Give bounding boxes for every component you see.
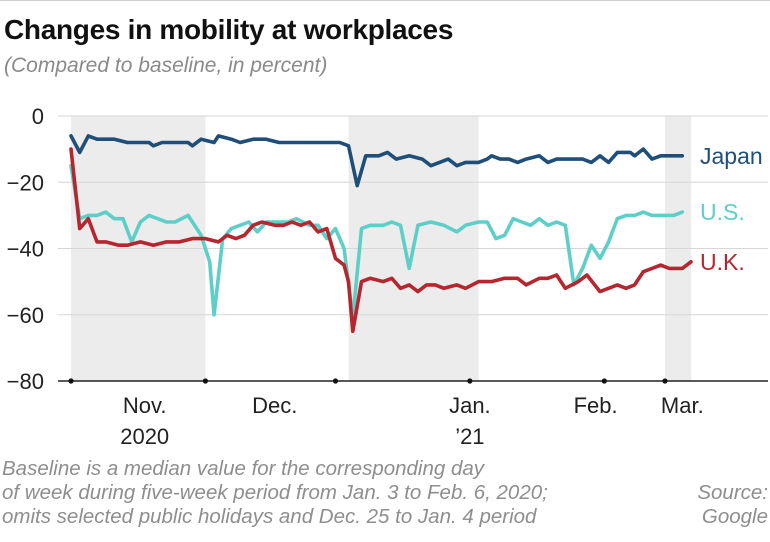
x-tick-mark xyxy=(601,378,607,384)
footnote-line: of week during five-week period from Jan… xyxy=(2,481,548,504)
x-tick-mark xyxy=(202,378,209,384)
series-label-japan: Japan xyxy=(700,143,763,169)
series-line-u-s xyxy=(69,163,685,320)
y-tick-label: −40 xyxy=(7,237,44,262)
series-line-u-k xyxy=(69,147,693,334)
x-tick-label: ’21 xyxy=(455,424,484,449)
top-rule xyxy=(0,0,770,1)
x-tick-label: Nov. xyxy=(123,393,167,418)
x-tick-label: Feb. xyxy=(574,393,618,418)
x-tick-mark xyxy=(662,378,668,384)
series-line-japan xyxy=(69,134,685,188)
chart-title: Changes in mobility at workplaces xyxy=(4,14,454,45)
x-tick-label: 2020 xyxy=(120,424,169,449)
x-tick-label: Mar. xyxy=(661,393,704,418)
source-label: Source: xyxy=(697,481,768,504)
y-tick-label: −60 xyxy=(7,303,44,328)
x-tick-mark xyxy=(332,378,339,384)
x-tick-label: Dec. xyxy=(252,393,297,418)
series-label-u-k: U.K. xyxy=(700,249,745,275)
chart-subtitle: (Compared to baseline, in percent) xyxy=(4,54,328,77)
x-tick-mark xyxy=(68,378,74,384)
y-tick-label: −20 xyxy=(7,170,44,195)
source-note: Source: Google xyxy=(697,481,768,529)
source-name: Google xyxy=(701,505,768,528)
x-tick-mark xyxy=(467,378,473,384)
footnote-line: omits selected public holidays and Dec. … xyxy=(2,505,537,528)
footnote: Baseline is a median value for the corre… xyxy=(2,457,642,529)
series-label-u-s: U.S. xyxy=(700,199,745,225)
footnote-line: Baseline is a median value for the corre… xyxy=(2,457,485,480)
y-tick-label: −80 xyxy=(7,369,44,394)
y-tick-label: 0 xyxy=(32,104,44,129)
x-tick-label: Jan. xyxy=(449,393,491,418)
